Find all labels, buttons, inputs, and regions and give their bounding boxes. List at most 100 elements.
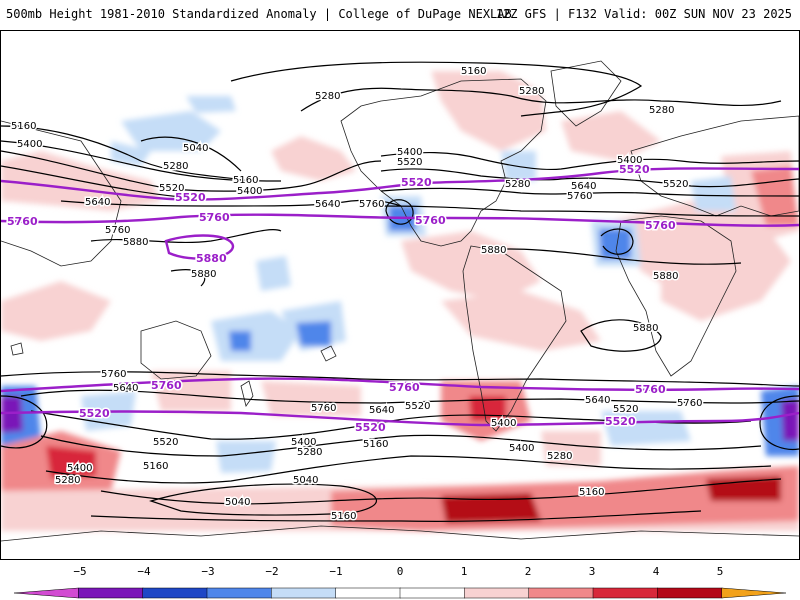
- contour-label: 5040: [293, 475, 318, 486]
- contour-5760-circle: [385, 199, 414, 225]
- contour-label: 5040: [183, 143, 208, 154]
- purple-contour-label: 5760: [645, 219, 676, 232]
- purple-contour-5520-sh: [1, 410, 799, 427]
- contour-s-low-west: [1, 395, 48, 449]
- anomaly-positive-region: [431, 71, 546, 151]
- contour-label: 5760: [359, 199, 384, 210]
- anomaly-negative-region: [111, 141, 151, 166]
- colorbar-segment: [721, 587, 787, 599]
- contour-5160-north: [230, 61, 643, 117]
- contour-label: 5280: [55, 475, 80, 486]
- colorbar-tick-label: −4: [137, 565, 151, 578]
- purple-contour-label: 5520: [401, 176, 432, 189]
- purple-contour-label: 5520: [619, 163, 650, 176]
- header-bar: 500mb Height 1981-2010 Standardized Anom…: [0, 0, 800, 30]
- contour-label: 5160: [363, 439, 388, 450]
- contour-label: 5640: [571, 181, 596, 192]
- purple-contour-label: 5760: [199, 211, 230, 224]
- purple-contour-5760-nh: [1, 213, 799, 227]
- contour-label: 5520: [159, 183, 184, 194]
- colorbar-tick-label: 0: [396, 565, 404, 578]
- contour-label: 5280: [649, 105, 674, 116]
- contour-s-5280: [45, 455, 772, 484]
- colorbar-tick-label: −2: [265, 565, 279, 578]
- anomaly-negative-region: [121, 111, 221, 151]
- contour-label: 5280: [547, 451, 572, 462]
- coastline-island: [320, 345, 337, 362]
- contour-label: 5640: [113, 383, 138, 394]
- colorbar-segment: [142, 587, 208, 599]
- contour-label: 5400: [491, 418, 516, 429]
- coastline-new-zealand: [240, 380, 254, 407]
- colorbar-segment: [271, 587, 337, 599]
- contour-s-low-east: [759, 395, 799, 451]
- colorbar-segment: [78, 587, 144, 599]
- contour-5160-west: [1, 125, 252, 182]
- contour-label: 5520: [663, 179, 688, 190]
- contour-label: 5880: [653, 271, 678, 282]
- contour-label: 5400: [237, 186, 262, 197]
- contour-label: 5400: [67, 463, 92, 474]
- colorbar-segment: [464, 587, 530, 599]
- anomaly-positive-region: [441, 291, 601, 351]
- contour-label: 5280: [519, 86, 544, 97]
- map-panel[interactable]: 5160 5280 5280 5280 5160 5400 5040 5280 …: [0, 30, 800, 560]
- contour-5880-amer: [480, 248, 742, 265]
- contour-5880-africa: [580, 319, 662, 352]
- colorbar-tick-label: 3: [588, 565, 596, 578]
- anomaly-negative-region: [256, 256, 291, 291]
- anomaly-negative-region: [216, 441, 276, 473]
- coastline-island: [10, 342, 24, 356]
- colorbar-tick-label: −1: [329, 565, 343, 578]
- contour-label: 5280: [315, 91, 340, 102]
- anomaly-positive-region: [1, 281, 111, 341]
- colorbar-segment: [657, 587, 723, 599]
- purple-contour-label: 5760: [389, 381, 420, 394]
- contour-label: 5760: [567, 191, 592, 202]
- anomaly-negative-region: [601, 411, 691, 446]
- anomaly-negative-region: [186, 96, 236, 113]
- anomaly-map: 5160 5280 5280 5280 5160 5400 5040 5280 …: [1, 60, 799, 542]
- anomaly-negative-region-deep: [1, 396, 23, 433]
- anomaly-positive-region: [661, 256, 761, 321]
- contour-label: 5520: [613, 404, 638, 415]
- colorbar-gradient: [13, 587, 787, 599]
- contour-5880-eu: [600, 228, 634, 255]
- contour-label: 5280: [297, 447, 322, 458]
- contour-label: 5040: [225, 497, 250, 508]
- colorbar-segment: [206, 587, 273, 599]
- anomaly-positive-region: [561, 111, 661, 161]
- contour-5280-north: [300, 87, 782, 112]
- contour-label: 5400: [509, 443, 534, 454]
- contour-s-5760: [1, 371, 799, 387]
- contour-label: 5400: [17, 139, 42, 150]
- contour-label: 5160: [461, 66, 486, 77]
- contour-s-5160-south: [90, 510, 702, 522]
- contour-5520-na: [380, 168, 799, 188]
- anomaly-positive-region: [271, 136, 356, 181]
- colorbar-segment: [592, 587, 659, 599]
- colorbar-tick-label: 4: [652, 565, 660, 578]
- contour-label: 5160: [11, 121, 36, 132]
- contour-labels: 5160 5280 5280 5280 5160 5400 5040 5280 …: [6, 65, 704, 524]
- purple-contour-5880: [164, 234, 235, 260]
- anomaly-positive-region-strong: [706, 476, 781, 501]
- contour-label: 5760: [311, 403, 336, 414]
- purple-contour-label: 5520: [175, 191, 206, 204]
- anomaly-colorbar: −5 −4 −3 −2 −1 0 1 2 3 4 5: [0, 565, 800, 600]
- contour-s-5400: [40, 434, 762, 457]
- colorbar-tick-label: −3: [201, 565, 215, 578]
- colorbar-segment: [335, 587, 401, 599]
- contour-5880-west: [90, 229, 282, 244]
- purple-contour-label: 5760: [7, 215, 38, 228]
- contour-s-5640: [20, 389, 799, 404]
- purple-contour-label: 5760: [415, 214, 446, 227]
- contour-label: 5640: [585, 395, 610, 406]
- purple-contour-label: 5880: [196, 252, 227, 265]
- purple-contour-label: 5520: [605, 415, 636, 428]
- contour-label: 5160: [233, 175, 258, 186]
- contour-label: 5280: [163, 161, 188, 172]
- contour-label: 5640: [315, 199, 340, 210]
- anomaly-shading: [1, 71, 799, 531]
- anomaly-negative-region: [691, 176, 736, 211]
